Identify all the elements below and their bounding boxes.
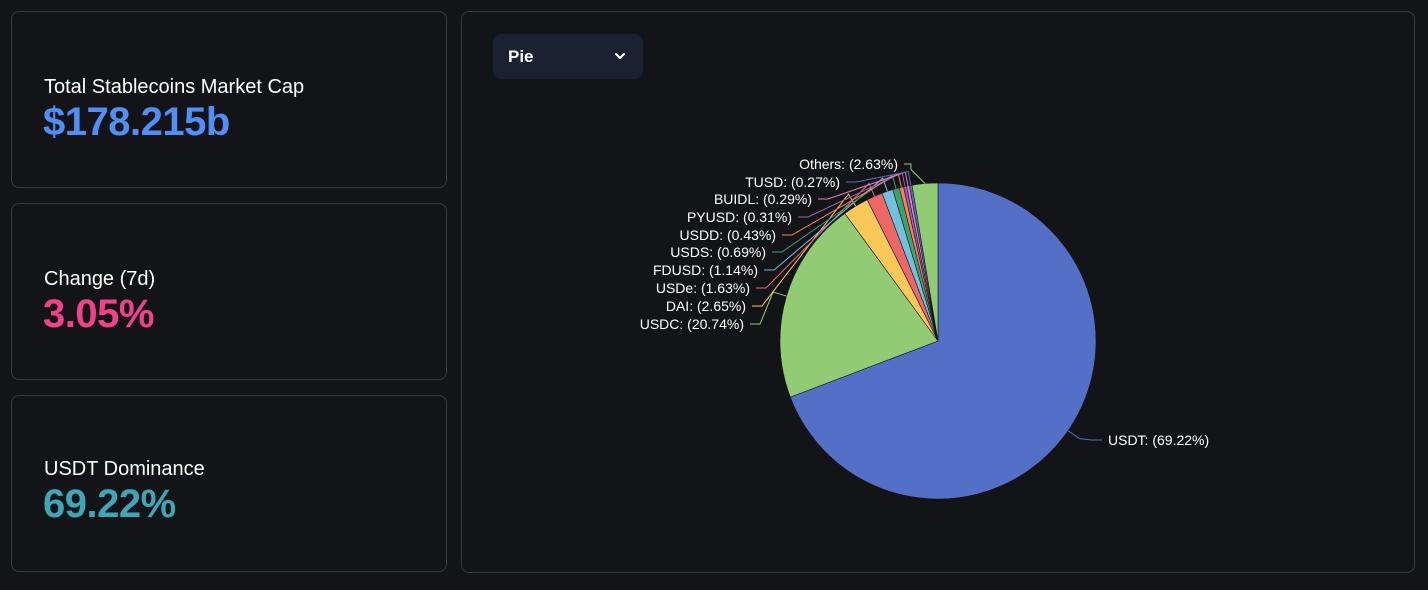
leader-line-pyusd (798, 172, 906, 218)
slice-label-buidl: BUIDL: (0.29%) (714, 191, 812, 207)
market-cap-card: Total Stablecoins Market Cap $178.215b (11, 11, 447, 188)
slice-label-usdc: USDC: (20.74%) (640, 316, 744, 332)
pie-chart: USDT: (69.22%) USDC: (20.74%) DAI: (2.65%)… (640, 156, 1209, 500)
change-card: Change (7d) 3.05% (11, 203, 447, 380)
leader-line-usdt (1067, 430, 1102, 441)
slice-label-dai: DAI: (2.65%) (666, 298, 746, 314)
market-cap-label: Total Stablecoins Market Cap (44, 76, 305, 98)
market-cap-value: $178.215b (43, 100, 230, 144)
dominance-card: USDT Dominance 69.22% (11, 395, 447, 572)
leader-line-buidl (818, 171, 909, 200)
dominance-value: 69.22% (43, 482, 176, 526)
chevron-down-icon (615, 53, 625, 59)
change-label: Change (7d) (44, 268, 156, 290)
leader-line-usdd (782, 172, 902, 236)
chart-panel: Pie USDT: (69.22%) USDC: (20.74%) DAI: (2.… (461, 11, 1415, 573)
dominance-label: USDT Dominance (44, 458, 205, 480)
leader-line-usdc (750, 291, 787, 325)
change-value: 3.05% (43, 292, 154, 336)
slice-label-usds: USDS: (0.69%) (670, 244, 766, 260)
leader-line-tusd (846, 170, 912, 186)
slice-label-usdd: USDD: (0.43%) (680, 227, 776, 243)
pie-slice-usdt[interactable] (789, 182, 1097, 500)
leader-line-fdusd (764, 177, 888, 271)
leader-line-usds (772, 174, 897, 253)
leader-line-others (904, 163, 926, 184)
chart-type-value: Pie (508, 47, 534, 66)
slice-label-others: Others: (2.63%) (799, 156, 898, 172)
slice-label-tusd: TUSD: (0.27%) (745, 174, 840, 190)
slice-label-usde: USDe: (1.63%) (656, 280, 750, 296)
slice-label-usdt: USDT: (69.22%) (1108, 432, 1209, 448)
slice-label-fdusd: FDUSD: (1.14%) (653, 262, 758, 278)
chart-type-select[interactable]: Pie (493, 34, 643, 79)
pie-slice-others[interactable] (911, 182, 939, 342)
slice-label-pyusd: PYUSD: (0.31%) (687, 209, 792, 225)
